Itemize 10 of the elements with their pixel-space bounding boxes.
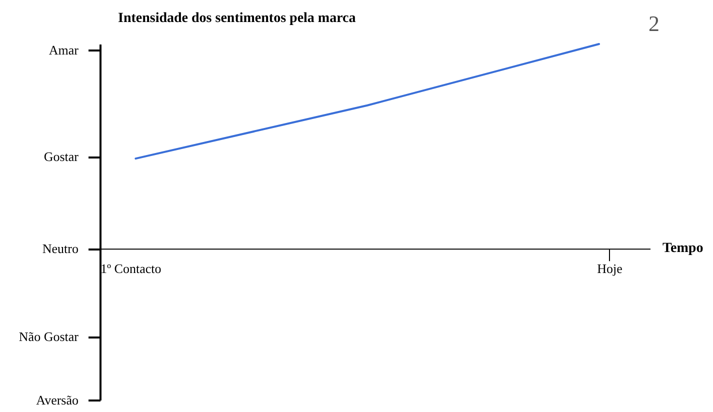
text: Neutro [42,241,78,256]
text: Gostar [44,149,80,164]
text: 2 [648,11,660,36]
text: Amar [48,42,80,58]
text: Não Gostar [18,329,80,344]
x-axis-title: Tempo [662,241,704,256]
text: 1º Contacto [100,261,162,276]
chart-title: Intensidade dos sentimentos pela marca [118,11,356,26]
text: Hoje [597,261,623,276]
text: Aversão [36,392,78,408]
